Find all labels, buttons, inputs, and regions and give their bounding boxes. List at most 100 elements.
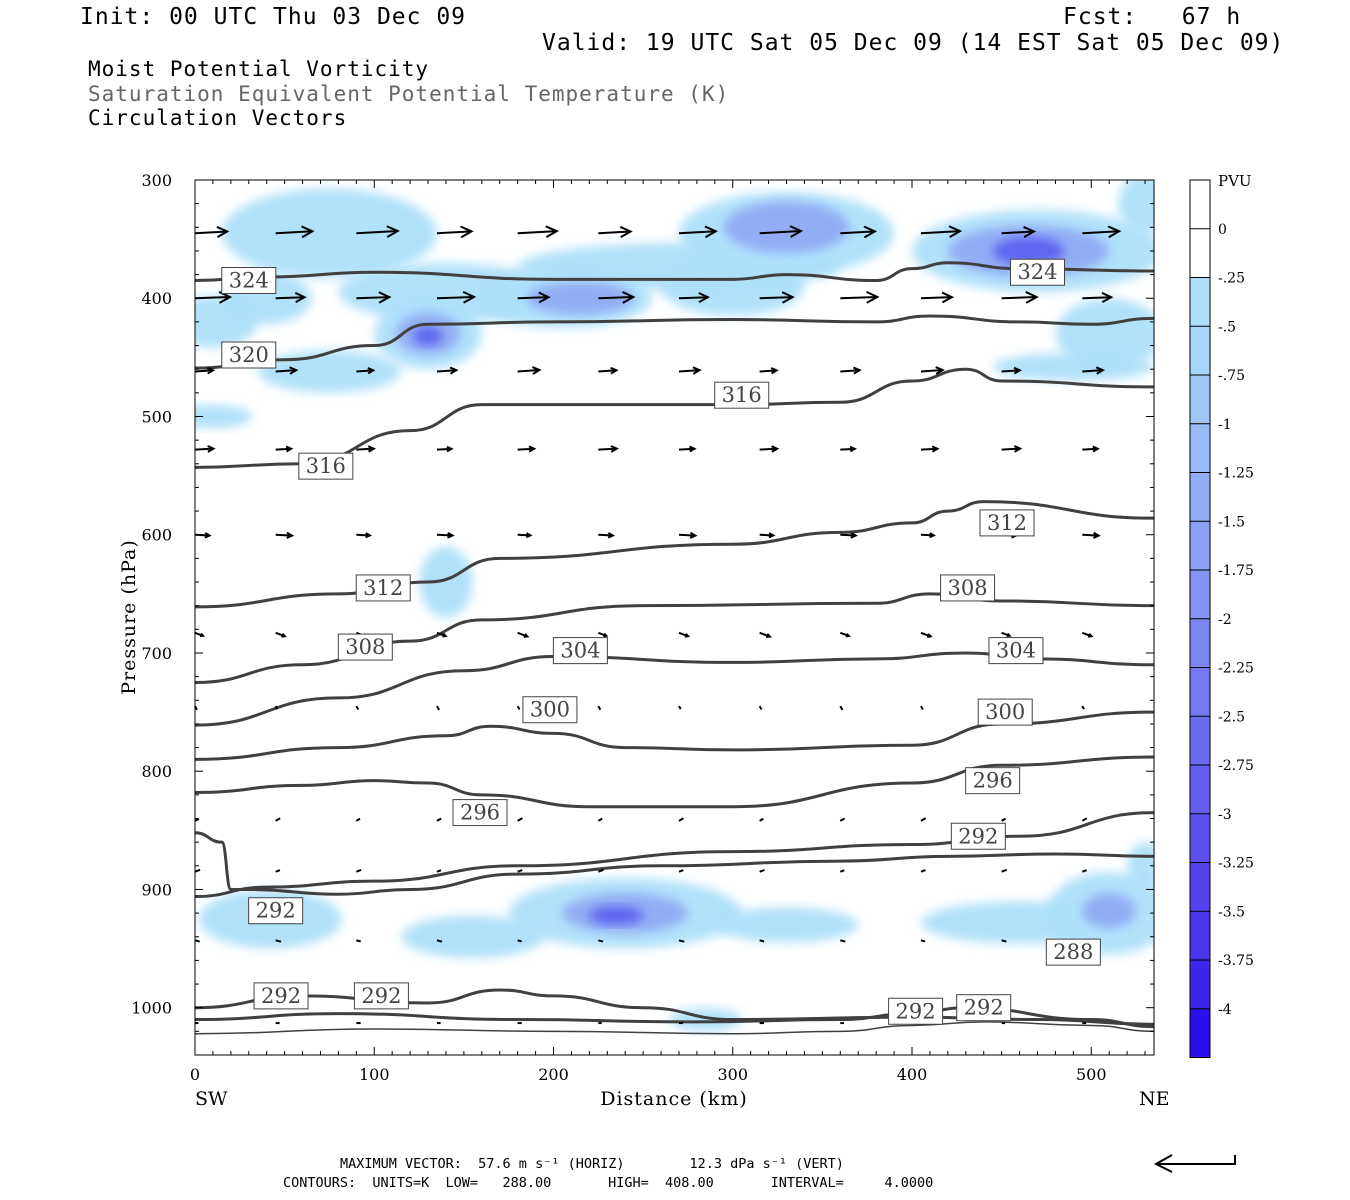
contour-unlabeled-12 <box>195 1021 1154 1035</box>
colorbar-swatch-3 <box>1190 326 1210 375</box>
contour-label-text: 292 <box>256 899 296 923</box>
contour-label-19: 292 <box>353 982 409 1010</box>
colorbar-swatch-4 <box>1190 375 1210 424</box>
pv-region-31 <box>992 236 1065 266</box>
pv-region-18 <box>401 915 545 959</box>
x-tick-label-300: 300 <box>717 1065 748 1084</box>
vector-3-10 <box>1001 445 1023 453</box>
vector-6-2 <box>355 705 360 711</box>
vector-2-4 <box>517 366 542 375</box>
vector-8-8 <box>839 869 845 873</box>
x-tick-label-0: 0 <box>190 1065 200 1084</box>
vector-0-3 <box>436 225 474 239</box>
vector-7-7 <box>759 817 764 822</box>
vector-5-5 <box>597 631 609 638</box>
colorbar-label-11: -2.75 <box>1218 758 1254 774</box>
vector-9-0 <box>195 939 200 943</box>
contour-320-1 <box>195 314 1154 370</box>
vector-2-8 <box>840 366 862 375</box>
vector-0-7 <box>759 225 804 238</box>
vector-8-3 <box>436 869 442 873</box>
vector-4-3 <box>436 531 455 539</box>
pv-region-20 <box>1127 842 1154 890</box>
vector-4-7 <box>759 532 776 539</box>
contour-label-text: 312 <box>363 576 403 600</box>
vector-9-4 <box>517 939 523 943</box>
contour-label-text: 300 <box>985 700 1025 724</box>
vector-0-8 <box>840 225 878 239</box>
colorbar-label-2: -.5 <box>1218 319 1236 335</box>
colorbar-label-9: -2.25 <box>1218 661 1254 677</box>
x-axis-title: Distance (km) <box>600 1088 748 1110</box>
vector-1-1 <box>275 292 307 304</box>
pv-region-25 <box>526 281 635 315</box>
contour-label-17: 288 <box>1045 938 1101 966</box>
colorbar-swatch-16 <box>1190 960 1210 1009</box>
vector-1-8 <box>840 290 880 304</box>
vector-5-1 <box>275 631 287 638</box>
vector-5-3 <box>436 631 448 638</box>
vector-2-1 <box>275 366 299 375</box>
contour-label-text: 324 <box>229 269 269 293</box>
vector-3-0 <box>195 445 216 453</box>
vector-5-4 <box>517 631 530 638</box>
vector-4-2 <box>356 532 373 539</box>
contour-label-text: 316 <box>306 454 346 478</box>
vector-6-3 <box>436 705 441 711</box>
vector-3-4 <box>517 445 537 453</box>
contour-324-0 <box>195 261 1154 283</box>
contour-label-0: 324 <box>221 267 277 295</box>
vector-9-9 <box>920 939 926 943</box>
vector-3-2 <box>356 445 377 453</box>
contour-label-text: 296 <box>460 801 500 825</box>
contour-labels: 324 324 320 316 316 312 312 308 308 304 304 300 300 2… <box>221 258 1101 1025</box>
contour-288-9 <box>195 831 1154 896</box>
contour-292-11 <box>195 1006 1154 1029</box>
colorbar-label-7: -1.75 <box>1218 563 1254 579</box>
contour-label-text: 292 <box>261 984 301 1008</box>
colorbar-swatch-5 <box>1190 423 1210 473</box>
colorbar-swatch-17 <box>1190 1008 1210 1058</box>
y-tick-label-500: 500 <box>141 407 172 426</box>
vector-6-5 <box>597 705 602 711</box>
vector-8-9 <box>920 869 926 873</box>
contour-label-16: 292 <box>248 897 304 925</box>
pv-region-26 <box>723 201 850 254</box>
vector-7-8 <box>839 817 846 822</box>
vector-4-9 <box>920 532 936 539</box>
reference-vector-arrow <box>1153 1154 1236 1173</box>
colorbar-swatch-2 <box>1190 277 1210 327</box>
init-time: Init: 00 UTC Thu 03 Dec 09 <box>80 4 467 30</box>
y-tick-label-300: 300 <box>141 171 172 190</box>
vector-2-10 <box>1001 366 1022 375</box>
vector-5-7 <box>759 631 772 639</box>
vector-4-6 <box>678 531 698 539</box>
vector-6-11 <box>1081 705 1085 710</box>
vector-5-8 <box>839 631 851 638</box>
vector-7-11 <box>1081 817 1088 822</box>
vector-8-5 <box>597 868 604 873</box>
vector-4-0 <box>195 532 212 539</box>
vector-6-9 <box>920 705 924 710</box>
vector-0-2 <box>356 225 400 238</box>
contour-label-3: 316 <box>714 381 770 409</box>
vector-2-7 <box>759 367 779 375</box>
pv-region-10 <box>661 256 805 316</box>
vector-8-11 <box>1081 869 1087 873</box>
vector-3-7 <box>759 445 780 453</box>
contour-label-1: 324 <box>1009 258 1065 286</box>
vector-5-9 <box>920 631 933 638</box>
colorbar-label-15: -3.75 <box>1218 953 1254 969</box>
contour-label-7: 308 <box>940 574 996 602</box>
vector-4-11 <box>1082 531 1101 539</box>
contour-label-text: 292 <box>964 996 1004 1020</box>
vector-9-1 <box>275 939 282 943</box>
vector-3-1 <box>275 445 294 453</box>
vector-0-4 <box>517 225 559 239</box>
vector-4-5 <box>598 532 616 539</box>
vector-5-0 <box>195 631 206 638</box>
pv-region-3 <box>195 404 253 429</box>
vector-5-10 <box>1001 631 1012 638</box>
vector-6-4 <box>516 705 521 710</box>
vector-1-4 <box>517 291 551 304</box>
